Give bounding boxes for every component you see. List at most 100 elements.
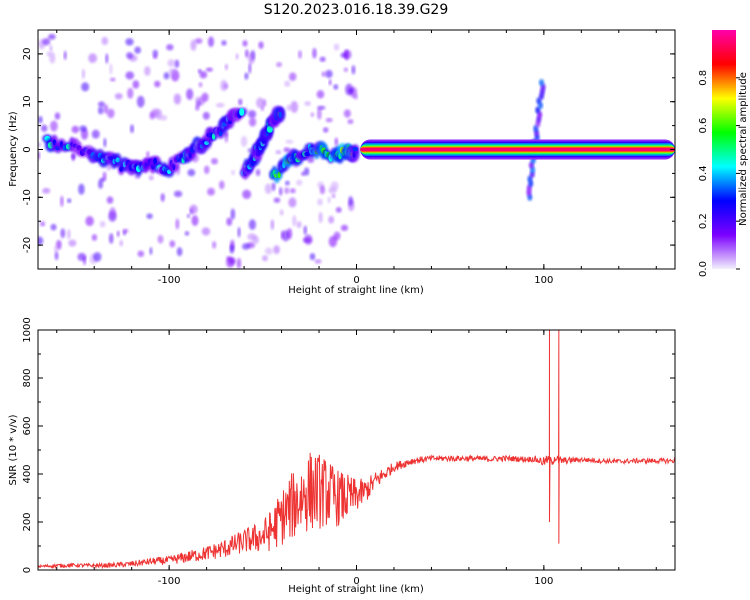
- spectral-blob: [40, 221, 46, 227]
- spectral-blob: [327, 196, 331, 204]
- spectral-blob: [99, 220, 106, 228]
- spectral-blob: [273, 245, 280, 255]
- spectral-blob: [38, 115, 43, 124]
- spectral-blob: [328, 235, 338, 248]
- snr-series-line: [38, 330, 675, 570]
- spectral-blob: [173, 93, 182, 105]
- spectral-blob: [125, 38, 134, 46]
- spectral-blob: [108, 233, 114, 244]
- spectral-blob: [149, 247, 153, 255]
- spectral-blob: [264, 247, 273, 255]
- spectral-blob: [81, 68, 85, 79]
- spectral-blob: [203, 165, 210, 175]
- spectral-blob: [239, 108, 245, 116]
- spectral-blob: [60, 195, 64, 207]
- spectral-blob: [66, 198, 72, 204]
- spectral-blob: [91, 129, 100, 139]
- spectral-blob: [201, 227, 211, 236]
- spectral-blob: [322, 127, 329, 133]
- spectral-blob: [347, 87, 354, 94]
- y-tick-label: 800: [22, 368, 33, 387]
- y-tick-label: -20: [22, 237, 33, 253]
- colorbar-tick-label: 0.0: [698, 261, 709, 277]
- spectral-blob: [280, 230, 285, 240]
- spectral-blob: [79, 125, 87, 132]
- spectral-blob: [285, 139, 294, 144]
- spectral-blob: [343, 109, 351, 118]
- spectral-blob: [292, 215, 297, 227]
- spectral-blob: [330, 181, 339, 191]
- spectral-blob: [218, 180, 225, 190]
- spectral-blob: [224, 131, 229, 143]
- zero-frequency-band: [360, 147, 675, 152]
- spectral-blob: [270, 219, 275, 230]
- spectral-blob: [130, 124, 134, 134]
- spectral-blob: [105, 53, 109, 64]
- spectral-blob: [328, 79, 332, 86]
- colorbar-label: Normalized spectral amplitude: [738, 72, 749, 226]
- spectral-blob: [303, 225, 308, 235]
- x-tick-label: 0: [353, 576, 359, 587]
- spectral-blob: [199, 71, 208, 79]
- spectral-blob: [275, 150, 282, 155]
- spectrogram-ylabel: Frequency (Hz): [8, 111, 19, 187]
- spectral-blob: [160, 193, 165, 202]
- spectral-blob: [237, 226, 241, 238]
- spectral-blob: [242, 243, 250, 250]
- spectral-blob: [296, 179, 303, 186]
- y-tick-label: 0: [22, 146, 33, 152]
- spectral-blob: [224, 63, 228, 70]
- spectral-blob: [307, 157, 315, 164]
- spectral-blob: [317, 105, 326, 110]
- spectral-blob: [314, 259, 322, 264]
- spectral-blob: [134, 46, 141, 54]
- spectral-blob: [325, 117, 333, 123]
- spectral-blob: [328, 215, 335, 224]
- spectral-blob: [279, 209, 284, 216]
- spectral-blob: [103, 137, 107, 148]
- spectral-blob: [78, 183, 85, 195]
- spectral-blob: [144, 66, 151, 76]
- spectral-blob: [146, 213, 153, 219]
- spectral-blob: [207, 187, 215, 196]
- figure-title: S120.2023.016.18.39.G29: [264, 2, 449, 18]
- spectral-blob: [153, 157, 158, 165]
- spectral-blob: [68, 239, 77, 247]
- spectral-blob: [148, 175, 154, 181]
- spectral-blob: [248, 219, 257, 230]
- spectral-blob: [48, 33, 56, 40]
- spectral-blob: [197, 96, 205, 106]
- spectral-blob: [348, 196, 354, 207]
- spectral-blob: [42, 187, 51, 194]
- spectral-blob: [109, 207, 116, 219]
- spectral-blob: [260, 105, 264, 111]
- y-tick-label: 400: [22, 464, 33, 483]
- y-tick-label: 600: [22, 416, 33, 435]
- spectral-blob: [335, 206, 342, 213]
- x-tick-label: 0: [353, 275, 359, 286]
- spectral-blob: [125, 71, 135, 80]
- spectral-blob: [109, 63, 113, 75]
- spectral-blob: [303, 234, 313, 245]
- spectral-blob: [189, 204, 198, 214]
- spectral-blob: [319, 56, 326, 62]
- snr-ylabel: SNR (10 * v/v): [8, 414, 19, 485]
- spectral-blob: [343, 67, 349, 73]
- spectral-blob: [60, 228, 66, 239]
- spectral-blob: [97, 106, 104, 115]
- spectral-blob: [211, 133, 216, 140]
- spectral-blob: [49, 44, 53, 52]
- spectral-blob: [195, 104, 200, 111]
- spectral-blob: [347, 119, 354, 125]
- spectral-blob: [71, 152, 75, 162]
- spectral-blob: [38, 142, 42, 148]
- spectral-blob: [49, 120, 58, 132]
- spectral-blob: [244, 49, 249, 58]
- spectral-blob: [256, 97, 265, 109]
- colorbar-tick-label: 0.6: [698, 118, 709, 134]
- spectral-blob: [119, 240, 123, 247]
- spectral-blob: [284, 187, 290, 195]
- spectral-blob: [187, 169, 196, 177]
- x-tick-label: -100: [158, 576, 181, 587]
